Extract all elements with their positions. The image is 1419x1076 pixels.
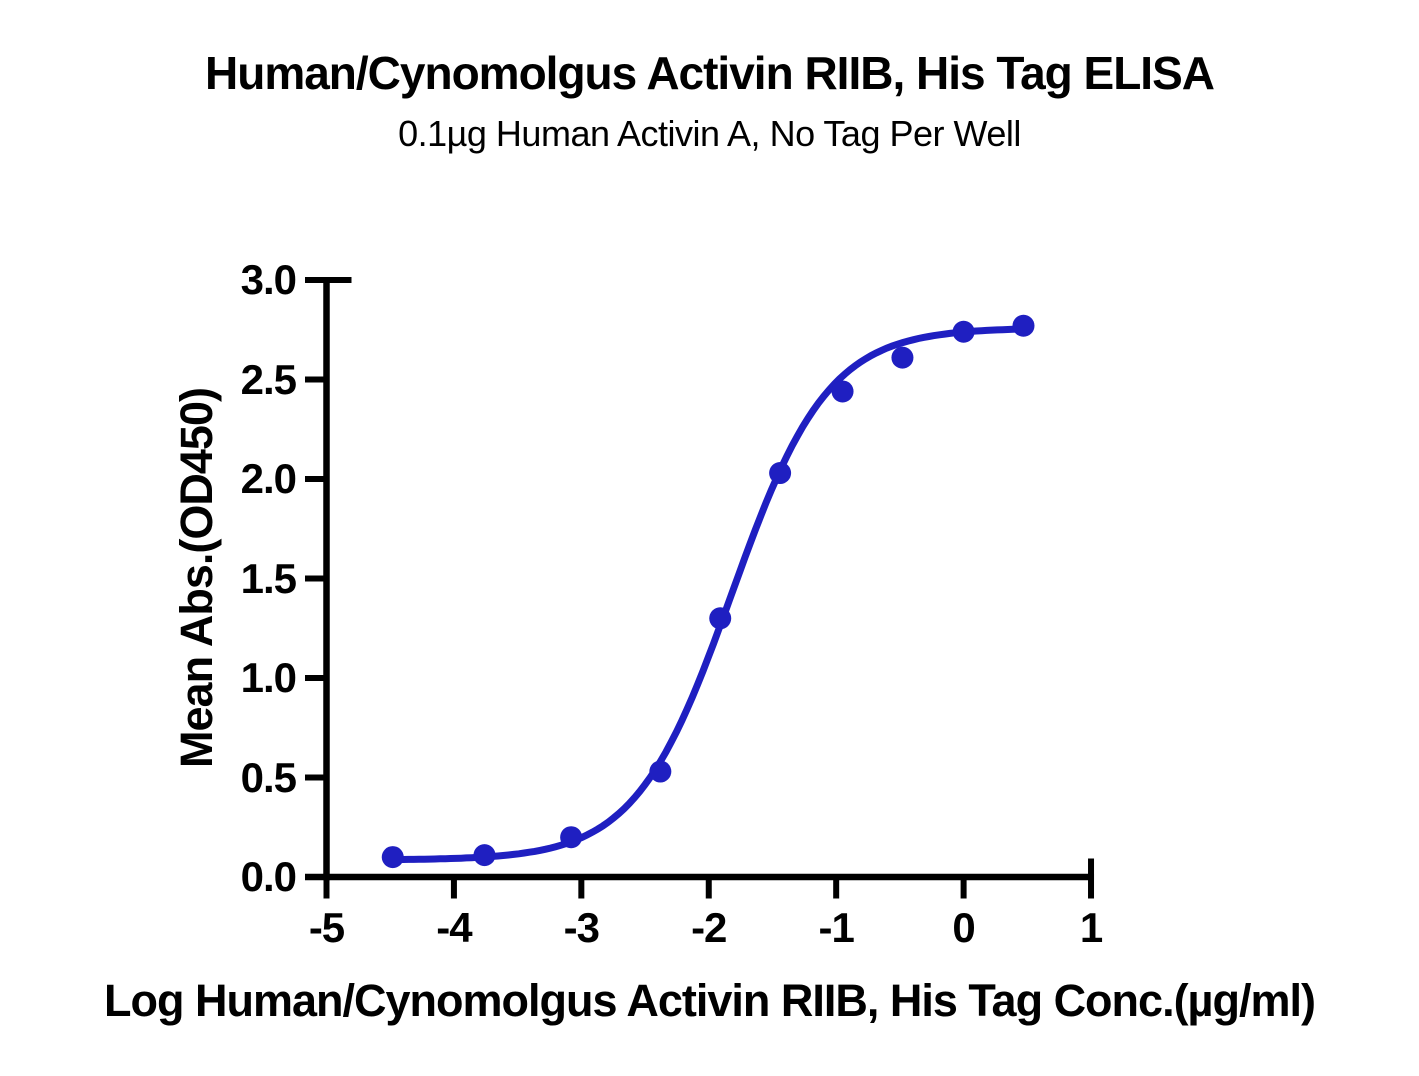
chart-subtitle: 0.1µg Human Activin A, No Tag Per Well — [398, 113, 1021, 154]
data-point — [1012, 314, 1035, 337]
data-point — [831, 380, 854, 403]
y-axis-title: Mean Abs.(OD450) — [171, 388, 222, 768]
x-tick-label: -3 — [563, 903, 600, 951]
data-point — [560, 826, 583, 849]
y-tick-label: 2.0 — [240, 455, 297, 502]
y-tick-label: 0.0 — [240, 853, 297, 900]
data-point — [381, 846, 404, 869]
data-point — [473, 844, 496, 867]
y-tick-label: 1.5 — [240, 554, 297, 602]
chart-title: Human/Cynomolgus Activin RIIB, His Tag E… — [205, 47, 1215, 99]
y-tick-label: 2.5 — [240, 355, 297, 403]
x-axis-title: Log Human/Cynomolgus Activin RIIB, His T… — [104, 975, 1316, 1026]
y-tick-label: 3.0 — [240, 256, 297, 303]
x-tick-label: -2 — [691, 903, 727, 951]
y-tick-label: 1.0 — [240, 654, 297, 701]
x-tick-label: 1 — [1079, 903, 1103, 951]
fit-curve — [389, 325, 1027, 864]
data-point — [709, 607, 732, 630]
y-tick-label: 0.5 — [240, 753, 297, 801]
data-point — [769, 462, 792, 485]
data-point — [891, 346, 914, 369]
x-tick-label: 0 — [952, 903, 975, 951]
data-point — [952, 320, 975, 343]
x-tick-label: -1 — [818, 903, 854, 951]
x-tick-label: -4 — [436, 903, 472, 951]
data-point — [649, 760, 672, 783]
x-tick-label: -5 — [308, 903, 345, 951]
